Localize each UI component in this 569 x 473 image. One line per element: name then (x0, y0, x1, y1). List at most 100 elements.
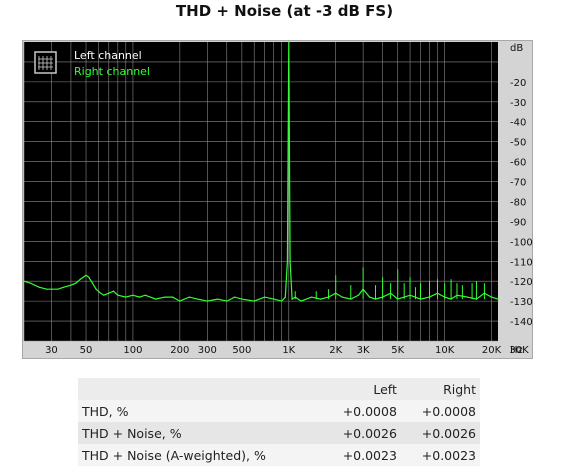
data-point (125, 296, 127, 298)
x-tick-label: 3K (357, 345, 370, 356)
left-value: +0.0026 (321, 422, 401, 444)
grid (23, 42, 498, 342)
right-value: +0.0026 (400, 422, 480, 444)
right-value: +0.0008 (400, 400, 480, 422)
data-point (117, 294, 119, 296)
data-point (490, 296, 493, 298)
data-point (172, 296, 174, 298)
header-empty (78, 378, 322, 400)
data-point (206, 300, 208, 302)
table-row: THD + Noise (A-weighted), % +0.0023 +0.0… (78, 444, 480, 466)
data-point (57, 288, 59, 290)
data-point (70, 284, 72, 286)
legend: Left channel Right channel (34, 49, 150, 78)
y-unit-label: dB (510, 43, 523, 54)
data-point (132, 294, 134, 296)
data-point (29, 282, 32, 284)
data-point (63, 286, 65, 288)
y-tick-label: -50 (510, 138, 526, 149)
y-tick-label: -120 (510, 277, 533, 288)
legend-entry-left: Left channel (74, 49, 142, 62)
data-point (112, 290, 115, 292)
data-point (50, 288, 53, 290)
y-tick-labels: -20 -30 -40 -50 -60 -70 -80 -90 -100 -110 -120 -130… (510, 78, 533, 328)
data-point (273, 298, 275, 300)
data-point (217, 298, 219, 300)
data-point (38, 286, 40, 288)
data-point (99, 292, 102, 294)
header-left: Left (321, 378, 401, 400)
x-tick-label: 5K (391, 345, 404, 356)
chart-title: THD + Noise (at -3 dB FS) (175, 2, 394, 20)
y-tick-label: -100 (510, 237, 533, 248)
x-tick-label: 100 (123, 345, 142, 356)
data-point (164, 296, 166, 298)
data-point (300, 300, 302, 302)
data-point (284, 296, 286, 298)
x-tick-label: 2K (329, 345, 342, 356)
data-point (82, 276, 84, 278)
data-point (144, 294, 146, 296)
data-point (108, 292, 110, 294)
left-value: +0.0008 (321, 400, 401, 422)
legend-icon-grid (38, 56, 53, 70)
data-point (23, 280, 25, 282)
table-row: THD + Noise, % +0.0026 +0.0026 (78, 422, 480, 444)
data-point (91, 282, 94, 284)
data-point (234, 296, 236, 298)
results-table: Left Right THD, % +0.0008 +0.0008 THD + … (78, 378, 480, 466)
y-tick-label: -130 (510, 297, 533, 308)
data-point (88, 276, 90, 278)
data-point (289, 260, 291, 262)
data-point (103, 294, 105, 296)
data-point (288, 41, 290, 43)
left-value: +0.0023 (321, 444, 401, 466)
data-point (319, 298, 322, 300)
x-tick-label: 30 (45, 345, 58, 356)
x-tick-label: 1K (282, 345, 295, 356)
data-point (291, 298, 293, 300)
data-point (95, 288, 97, 290)
row-label: THD + Noise (A-weighted), % (78, 444, 322, 466)
header-right: Right (400, 378, 480, 400)
x-tick-label: 200 (170, 345, 189, 356)
right-value: +0.0023 (400, 444, 480, 466)
row-label: THD + Noise, % (78, 422, 322, 444)
y-tick-label: -70 (510, 178, 526, 189)
data-point (79, 278, 81, 280)
data-point (368, 296, 371, 298)
plot-area (24, 42, 498, 341)
data-point (138, 296, 140, 298)
data-point (75, 282, 77, 284)
spectrum-chart: -20 -30 -40 -50 -60 -70 -80 -90 -100 -110 -120 -130… (23, 41, 533, 356)
data-point (253, 300, 255, 302)
y-tick-label: -80 (510, 197, 526, 208)
x-tick-label: 10K (435, 345, 455, 356)
x-unit-label: Hz (510, 345, 523, 356)
x-tick-label: 30K (509, 345, 529, 356)
data-point (281, 300, 283, 302)
y-tick-label: -60 (510, 158, 526, 169)
y-tick-label: -20 (510, 78, 526, 89)
data-point (286, 260, 289, 262)
data-point (341, 296, 343, 298)
data-point (197, 298, 199, 300)
y-tick-label: -90 (510, 217, 526, 228)
data-point (155, 298, 157, 300)
data-point (264, 296, 266, 298)
row-label: THD, % (78, 400, 322, 422)
legend-entry-right: Right channel (74, 65, 150, 78)
legend-icon (34, 51, 57, 74)
y-tick-label: -40 (510, 118, 526, 129)
x-tick-label: 300 (198, 345, 217, 356)
data-point (179, 300, 181, 302)
table-header-row: Left Right (78, 378, 480, 400)
data-point (310, 296, 313, 298)
x-tick-labels: 30 50 100 200 300 500 1K 2K 3K 5K 10K 20K 30K (45, 345, 529, 356)
data-point (188, 296, 190, 298)
x-tick-label: 20K (482, 345, 502, 356)
data-point (497, 298, 499, 300)
y-tick-label: -140 (510, 317, 533, 328)
data-point (466, 296, 469, 298)
data-point (85, 274, 87, 276)
